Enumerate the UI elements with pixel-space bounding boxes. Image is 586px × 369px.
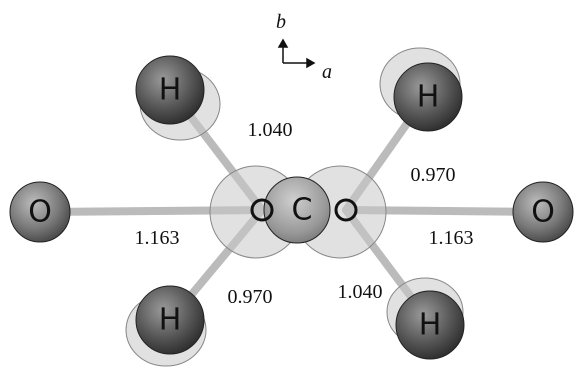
bond-length: 1.163 xyxy=(429,227,474,249)
atom-label: H xyxy=(159,73,182,108)
atom-label: H xyxy=(419,308,442,343)
atom-label: H xyxy=(159,303,182,338)
arrow-head xyxy=(307,59,314,67)
axis-label: b xyxy=(276,11,286,33)
axes-indicator xyxy=(279,40,314,67)
axis-label: a xyxy=(322,61,332,83)
arrow-head xyxy=(279,40,287,47)
atom-label: H xyxy=(417,80,440,115)
bond-length: 1.163 xyxy=(135,227,180,249)
bond-length: 0.970 xyxy=(228,286,273,308)
bond-length: 1.040 xyxy=(338,281,383,303)
molecule-diagram: H H O C O H H 1.040 0.970 1.163 1.163 0.… xyxy=(0,0,586,369)
atom-label: C xyxy=(292,193,313,228)
atom-label: O xyxy=(28,195,52,230)
atom-label: O xyxy=(531,195,555,230)
bond-length: 0.970 xyxy=(411,164,456,186)
bond-length: 1.040 xyxy=(248,119,293,141)
